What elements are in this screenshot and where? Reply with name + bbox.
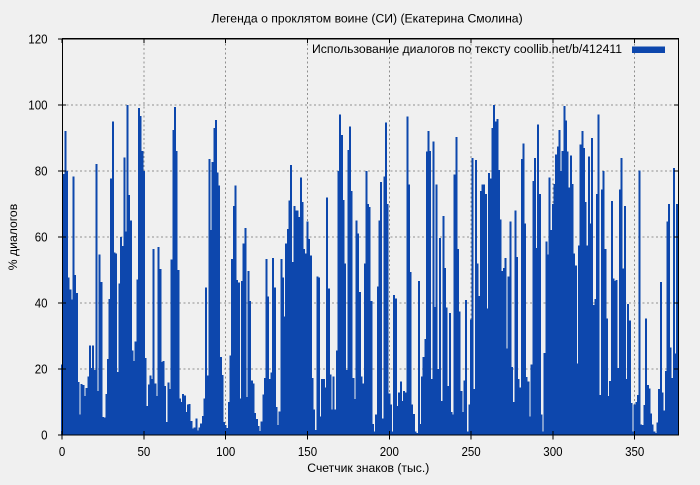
svg-text:0: 0: [59, 445, 65, 459]
svg-text:Легенда о проклятом воине (СИ): Легенда о проклятом воине (СИ) (Екатерин…: [211, 12, 522, 26]
svg-text:% диалогов: % диалогов: [6, 204, 20, 270]
svg-text:120: 120: [28, 32, 47, 46]
svg-text:200: 200: [380, 445, 399, 459]
svg-text:60: 60: [35, 230, 48, 244]
svg-text:300: 300: [543, 445, 562, 459]
svg-text:40: 40: [35, 296, 48, 310]
svg-text:20: 20: [35, 362, 48, 376]
svg-text:350: 350: [625, 445, 644, 459]
svg-text:Использование диалогов по текс: Использование диалогов по тексту coollib…: [312, 42, 622, 56]
svg-text:50: 50: [138, 445, 151, 459]
svg-text:150: 150: [298, 445, 317, 459]
svg-text:100: 100: [216, 445, 235, 459]
svg-text:80: 80: [35, 164, 48, 178]
svg-text:0: 0: [41, 428, 47, 442]
svg-text:250: 250: [462, 445, 481, 459]
svg-text:Счетчик знаков (тыс.): Счетчик знаков (тыс.): [307, 461, 429, 475]
svg-text:100: 100: [28, 98, 47, 112]
